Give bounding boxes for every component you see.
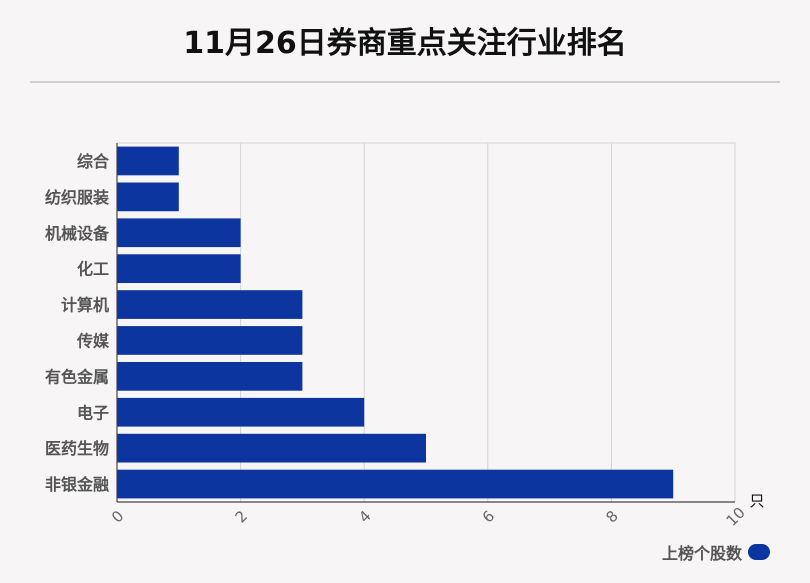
bar [117, 433, 426, 463]
legend-label: 上榜个股数 [661, 544, 742, 563]
category-label: 综合 [77, 152, 110, 171]
bar [117, 290, 303, 319]
x-tick-label: 4 [355, 507, 374, 526]
legend-swatch [748, 544, 770, 560]
title-divider [30, 81, 780, 83]
bar [117, 397, 365, 427]
bar [117, 146, 179, 176]
legend: 上榜个股数 [662, 540, 770, 564]
bar [117, 326, 303, 355]
category-label: 电子 [77, 403, 109, 422]
bar [117, 469, 674, 499]
category-label: 化工 [77, 260, 109, 279]
category-label: 机械设备 [45, 224, 110, 243]
category-label: 非银金融 [45, 475, 109, 494]
category-label: 计算机 [61, 296, 109, 315]
category-label: 纺织服装 [45, 188, 109, 207]
bar [117, 182, 179, 212]
bar [117, 254, 241, 284]
x-tick-label: 6 [479, 507, 498, 526]
x-unit-label: 只 [749, 492, 764, 510]
bar [117, 218, 241, 248]
x-tick-label: 10 [723, 504, 749, 530]
category-label: 医药生物 [45, 439, 109, 458]
chart-title: 11月26日券商重点关注行业排名 [183, 26, 627, 61]
x-tick-label: 0 [108, 507, 127, 526]
bar [117, 361, 303, 391]
x-tick-label: 2 [232, 507, 251, 526]
category-label: 传媒 [76, 331, 110, 350]
x-tick-label: 8 [602, 507, 621, 526]
category-label: 有色金属 [45, 367, 109, 386]
